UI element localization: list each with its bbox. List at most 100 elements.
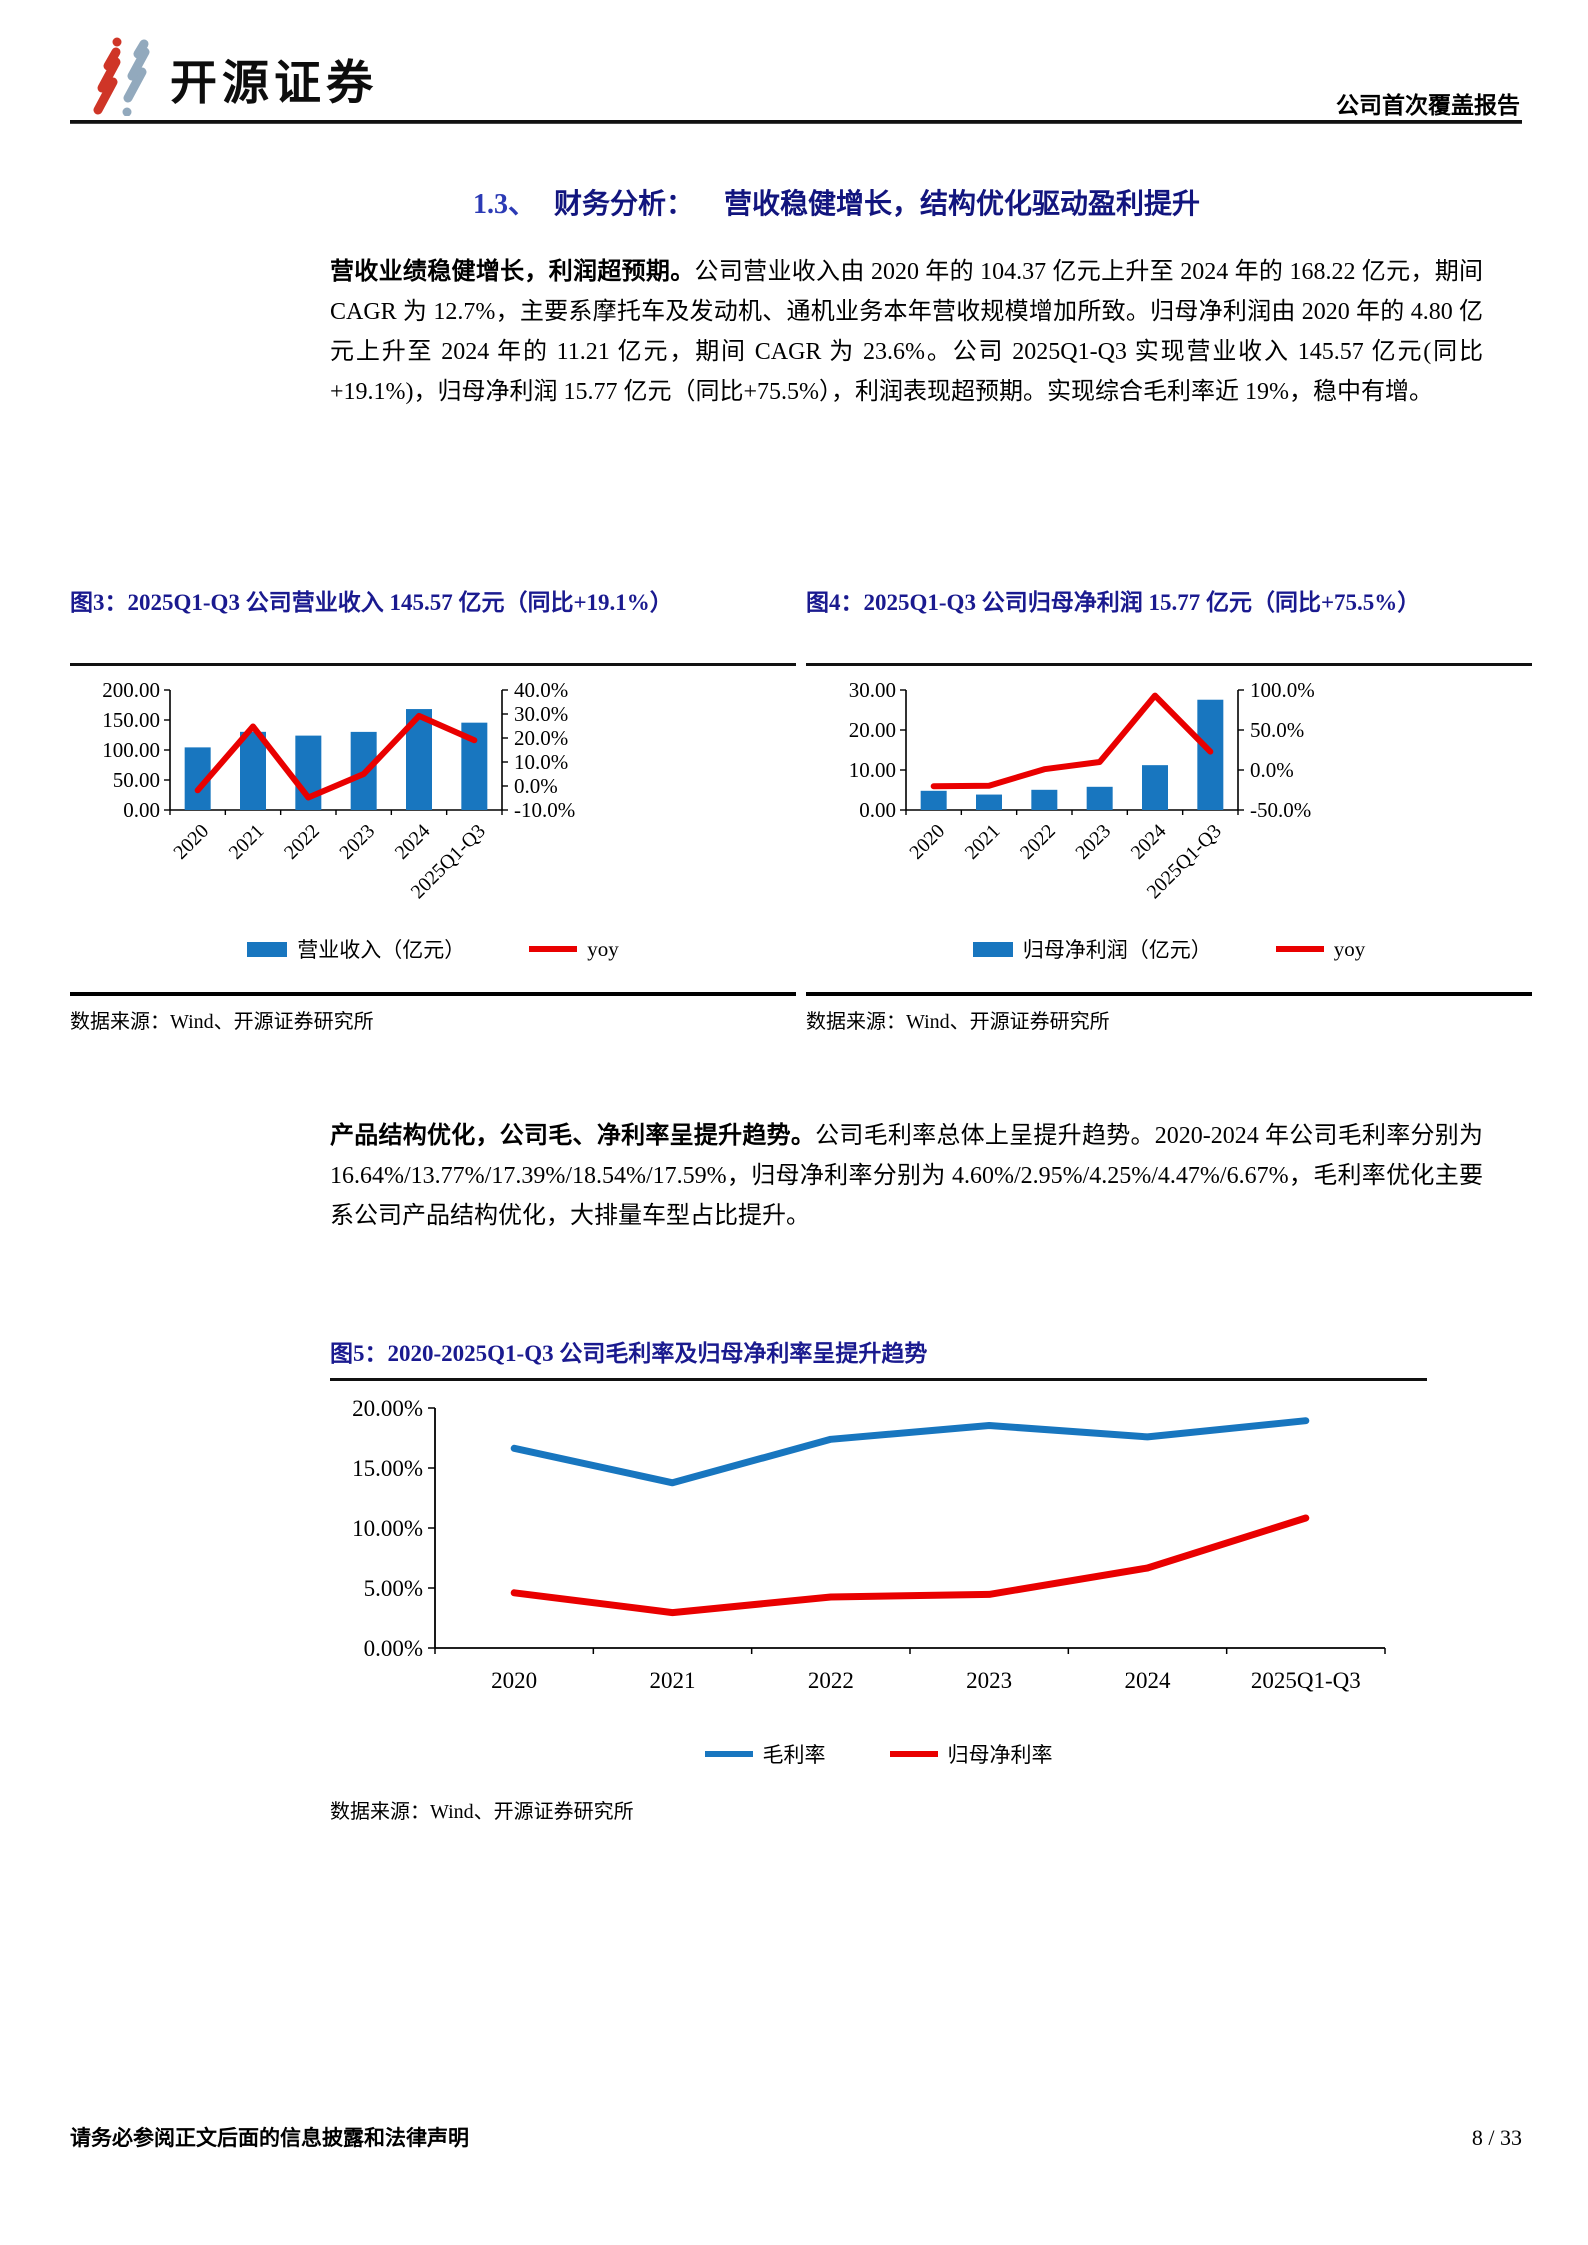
legend-line-swatch [1275, 946, 1324, 952]
svg-text:2023: 2023 [966, 1668, 1012, 1693]
brand-logo-icon [86, 36, 156, 121]
svg-text:15.00%: 15.00% [352, 1456, 423, 1481]
svg-text:100.0%: 100.0% [1250, 678, 1315, 702]
legend-label: 归母净利率 [947, 1743, 1053, 1767]
legend-item: 营业收入（亿元） [247, 934, 465, 964]
svg-text:2022: 2022 [280, 820, 324, 864]
paragraph-body-text: 公司营业收入由 2020 年的 104.37 亿元上升至 2024 年的 168… [330, 259, 1484, 405]
chart-svg: 20.00% 15.00% 10.00% 5.00% 0.00% 2020 2021 2022… [352, 1396, 1386, 1693]
svg-text:2021: 2021 [961, 820, 1005, 864]
brand-name: 开源证券 [170, 56, 378, 109]
svg-text:0.00%: 0.00% [364, 1636, 423, 1661]
margin-trend-chart: 20.00% 15.00% 10.00% 5.00% 0.00% 2020 2021 2022… [330, 1393, 1427, 1725]
legend-line-swatch [529, 946, 578, 952]
svg-text:20.0%: 20.0% [514, 726, 568, 750]
margin-chart-legend: 毛利率 归母净利率 [330, 1739, 1427, 1769]
chart-svg: 30.00 20.00 10.00 0.00 100.0% 50.0% 0.0% -50.0%… [849, 678, 1315, 903]
section-title-label: 财务分析： [554, 189, 695, 220]
svg-text:50.00: 50.00 [113, 768, 160, 792]
svg-text:0.0%: 0.0% [514, 774, 558, 798]
svg-text:50.0%: 50.0% [1250, 718, 1304, 742]
page-header: 开源证券 公司首次覆盖报告 [86, 36, 1520, 118]
svg-text:2020: 2020 [905, 820, 949, 864]
paragraph-lead-bold: 产品结构优化，公司毛、净利率呈提升趋势。 [330, 1123, 816, 1149]
paragraph-margin-analysis: 产品结构优化，公司毛、净利率呈提升趋势。公司毛利率总体上呈提升趋势。2020-2… [330, 1116, 1483, 1236]
legend-bar-swatch [247, 941, 288, 957]
data-source-note: 数据来源：Wind、开源证券研究所 [70, 992, 796, 1034]
figure-4: 图4：2025Q1-Q3 公司归母净利润 15.77 亿元（同比+75.5%） … [806, 585, 1532, 1034]
svg-text:0.00: 0.00 [123, 798, 160, 822]
legend-line-swatch [889, 1751, 938, 1757]
revenue-yoy-chart: 200.00 150.00 100.00 50.00 0.00 40.0% 30.0% 20.… [70, 678, 796, 920]
svg-text:5.00%: 5.00% [364, 1576, 423, 1601]
legend-label: yoy [1333, 936, 1366, 961]
svg-text:10.0%: 10.0% [514, 750, 568, 774]
paragraph-lead-bold: 营收业绩稳健增长，利润超预期。 [330, 259, 695, 285]
svg-text:0.00: 0.00 [859, 798, 896, 822]
figure-5: 图5：2020-2025Q1-Q3 公司毛利率及归母净利率呈提升趋势 20.00… [330, 1336, 1427, 1824]
figure-row: 图3：2025Q1-Q3 公司营业收入 145.57 亿元（同比+19.1%） … [70, 585, 1532, 1034]
svg-text:2022: 2022 [808, 1668, 854, 1693]
net-profit-yoy-chart: 30.00 20.00 10.00 0.00 100.0% 50.0% 0.0% -50.0%… [806, 678, 1532, 920]
legend-label: 归母净利润（亿元） [1022, 938, 1212, 962]
figure-5-caption: 图5：2020-2025Q1-Q3 公司毛利率及归母净利率呈提升趋势 [330, 1341, 928, 1366]
svg-text:2022: 2022 [1016, 820, 1060, 864]
svg-text:2024: 2024 [391, 820, 435, 864]
svg-text:200.00: 200.00 [102, 678, 160, 702]
svg-text:20.00%: 20.00% [352, 1396, 423, 1421]
svg-text:40.0%: 40.0% [514, 678, 568, 702]
section-title-rest: 营收稳健增长，结构优化驱动盈利提升 [724, 189, 1201, 220]
figure-4-caption: 图4：2025Q1-Q3 公司归母净利润 15.77 亿元（同比+75.5%） [806, 590, 1421, 615]
paragraph-financial-overview: 营收业绩稳健增长，利润超预期。公司营业收入由 2020 年的 104.37 亿元… [330, 252, 1483, 412]
page-number: 8 / 33 [1471, 2125, 1522, 2150]
report-type-label: 公司首次覆盖报告 [1336, 93, 1520, 118]
svg-text:0.0%: 0.0% [1250, 758, 1294, 782]
legend-item: yoy [1275, 936, 1366, 962]
legend-item: 归母净利润（亿元） [972, 934, 1212, 964]
data-source-note: 数据来源：Wind、开源证券研究所 [806, 992, 1532, 1034]
footer-disclaimer: 请务必参阅正文后面的信息披露和法律声明 [70, 2126, 469, 2150]
svg-text:2020: 2020 [491, 1668, 537, 1693]
svg-text:2020: 2020 [169, 820, 213, 864]
legend-label: 营业收入（亿元） [297, 938, 466, 962]
figure-3: 图3：2025Q1-Q3 公司营业收入 145.57 亿元（同比+19.1%） … [70, 585, 796, 1034]
caption-divider [330, 1378, 1427, 1381]
header-divider [70, 120, 1522, 124]
svg-text:30.00: 30.00 [849, 678, 896, 702]
svg-text:2023: 2023 [335, 820, 379, 864]
figure-3-caption: 图3：2025Q1-Q3 公司营业收入 145.57 亿元（同比+19.1%） [70, 590, 673, 615]
svg-text:2021: 2021 [225, 820, 269, 864]
svg-text:150.00: 150.00 [102, 708, 160, 732]
svg-text:-10.0%: -10.0% [514, 798, 575, 822]
legend-item: 归母净利率 [889, 1739, 1053, 1769]
legend-line-swatch [704, 1751, 753, 1757]
legend-item: yoy [529, 937, 619, 962]
paragraph-body-text: 公司毛利率总体上呈提升趋势。2020-2024 年公司毛利率分别为 16.64%… [330, 1123, 1483, 1229]
brand: 开源证券 [86, 36, 378, 121]
caption-divider [70, 663, 796, 666]
legend-label: yoy [587, 936, 619, 961]
data-source-note: 数据来源：Wind、开源证券研究所 [330, 1801, 634, 1823]
svg-text:2021: 2021 [650, 1668, 696, 1693]
svg-text:10.00: 10.00 [849, 758, 896, 782]
section-number: 1.3、 [473, 189, 537, 220]
net-profit-chart-legend: 归母净利润（亿元） yoy [806, 934, 1532, 964]
chart-svg: 200.00 150.00 100.00 50.00 0.00 40.0%30.0%20.… [102, 678, 575, 903]
svg-text:-50.0%: -50.0% [1250, 798, 1311, 822]
legend-item: 毛利率 [704, 1739, 826, 1769]
svg-text:20.00: 20.00 [849, 718, 896, 742]
svg-text:2023: 2023 [1071, 820, 1115, 864]
legend-label: 毛利率 [762, 1743, 826, 1767]
caption-divider [806, 663, 1532, 666]
svg-text:2024: 2024 [1125, 1668, 1172, 1693]
svg-text:2025Q1-Q3: 2025Q1-Q3 [1251, 1668, 1361, 1693]
page-footer: 请务必参阅正文后面的信息披露和法律声明 8 / 33 [70, 2122, 1522, 2152]
svg-text:30.0%: 30.0% [514, 702, 568, 726]
section-heading: 1.3、 财务分析： 营收稳健增长，结构优化驱动盈利提升 [473, 188, 1200, 222]
revenue-chart-legend: 营业收入（亿元） yoy [70, 934, 796, 964]
svg-text:10.00%: 10.00% [352, 1516, 423, 1541]
svg-text:2024: 2024 [1127, 820, 1171, 864]
svg-text:100.00: 100.00 [102, 738, 160, 762]
legend-bar-swatch [972, 941, 1013, 957]
